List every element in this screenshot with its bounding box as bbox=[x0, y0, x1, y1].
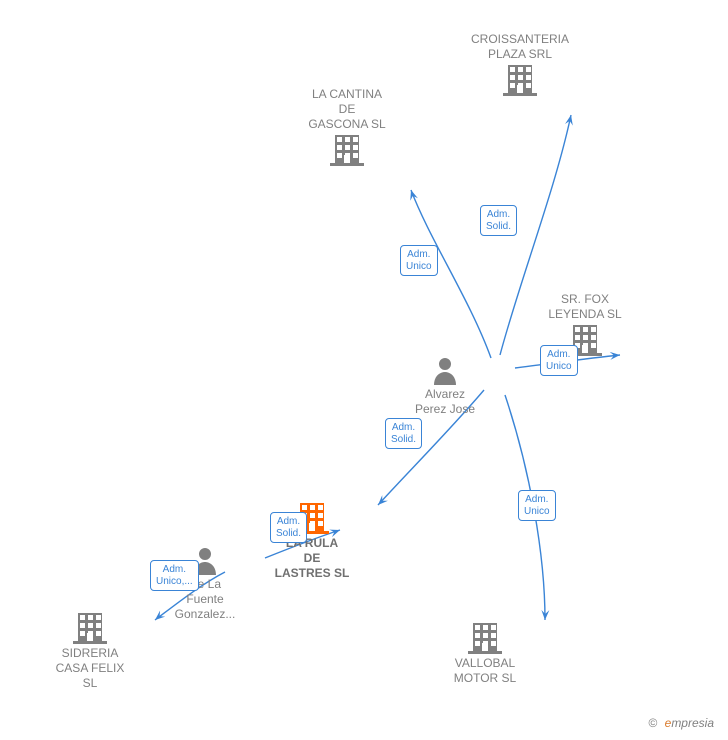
edge-label: Adm. Solid. bbox=[480, 205, 517, 236]
edge-label: Adm. Unico bbox=[400, 245, 438, 276]
building-icon bbox=[73, 610, 107, 644]
edge-arrow-icon bbox=[565, 114, 575, 125]
copyright-symbol: © bbox=[648, 716, 657, 730]
edge-label: Adm. Unico bbox=[518, 490, 556, 521]
node-label: LA CANTINA DE GASCONA SL bbox=[292, 87, 402, 132]
edge-label: Adm. Unico bbox=[540, 345, 578, 376]
node-croissanteria[interactable]: CROISSANTERIA PLAZA SRL bbox=[460, 30, 580, 96]
node-label: Alvarez Perez Jose bbox=[395, 387, 495, 417]
node-label: SR. FOX LEYENDA SL bbox=[530, 292, 640, 322]
edge-label: Adm. Solid. bbox=[385, 418, 422, 449]
node-label: SIDRERIA CASA FELIX SL bbox=[35, 646, 145, 691]
brand-rest: mpresia bbox=[671, 716, 714, 730]
node-label: VALLOBAL MOTOR SL bbox=[430, 656, 540, 686]
node-lacantina[interactable]: LA CANTINA DE GASCONA SL bbox=[292, 85, 402, 166]
edge-arrow-icon bbox=[541, 610, 549, 620]
node-sidreria[interactable]: SIDRERIA CASA FELIX SL bbox=[35, 610, 145, 691]
edge-label: Adm. Unico,... bbox=[150, 560, 199, 591]
watermark: © empresia bbox=[648, 716, 714, 730]
building-icon bbox=[468, 620, 502, 654]
node-label: CROISSANTERIA PLAZA SRL bbox=[460, 32, 580, 62]
edge-arrow-icon bbox=[375, 495, 388, 508]
node-vallobal[interactable]: VALLOBAL MOTOR SL bbox=[430, 620, 540, 686]
node-alvarez[interactable]: Alvarez Perez Jose bbox=[395, 355, 495, 417]
person-icon bbox=[431, 355, 459, 385]
building-icon bbox=[330, 132, 364, 166]
building-icon bbox=[503, 62, 537, 96]
edge-arrow-icon bbox=[407, 189, 418, 201]
edge-label: Adm. Solid. bbox=[270, 512, 307, 543]
network-diagram: © empresia CROISSANTERIA PLAZA SRL LA CAN… bbox=[0, 0, 728, 740]
